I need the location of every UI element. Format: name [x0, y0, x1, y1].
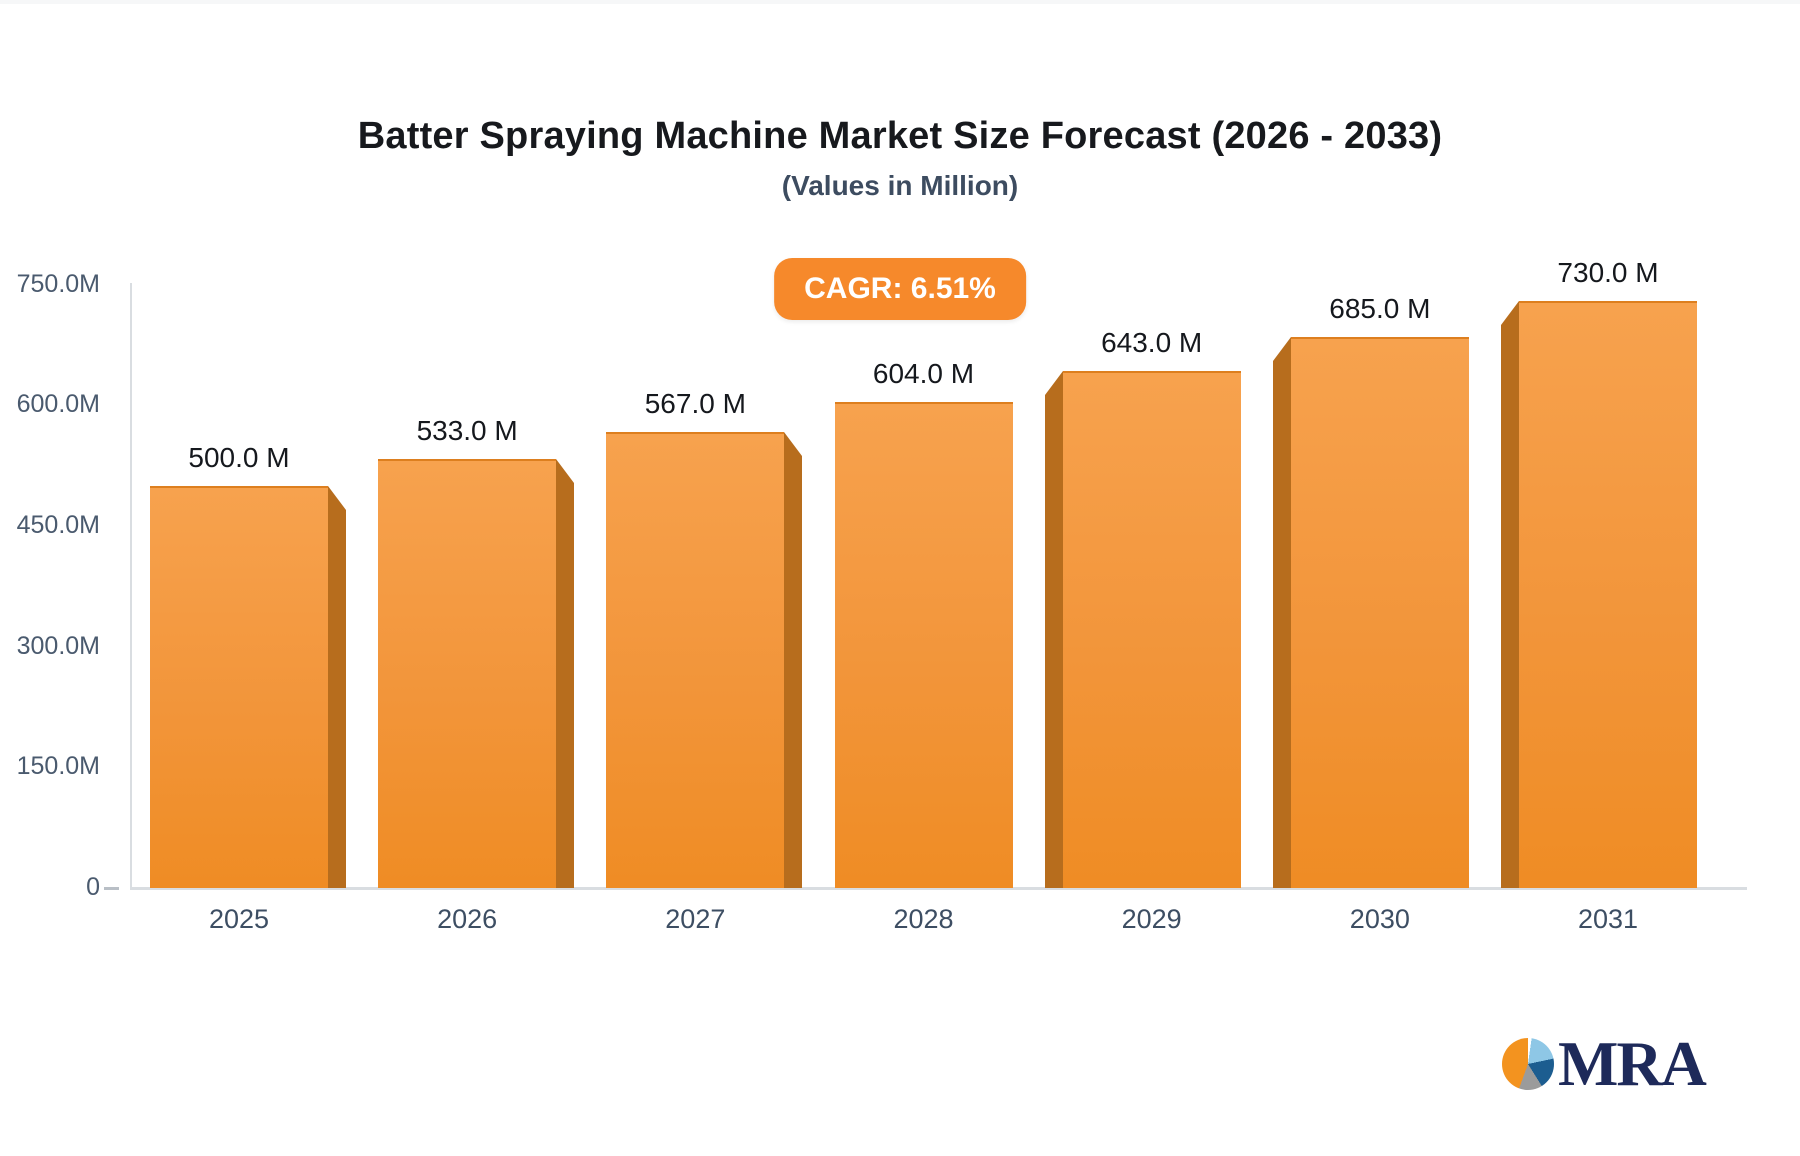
x-tick-label: 2029: [1121, 904, 1182, 934]
top-edge-divider: [0, 0, 1800, 4]
zero-tick-dash: [104, 887, 119, 890]
brand-name: MRA: [1558, 1028, 1707, 1099]
bar-value-label: 643.0 M: [1101, 327, 1203, 358]
bar-side: [784, 432, 802, 888]
x-tick-label: 2027: [665, 904, 726, 934]
bar-side: [328, 486, 346, 888]
bar-side: [1045, 371, 1063, 888]
bar-side: [1501, 301, 1519, 888]
x-tick-label: 2031: [1577, 904, 1639, 934]
x-tick-label: 2028: [893, 904, 954, 934]
x-tick-label: 2026: [437, 904, 498, 934]
chart-subtitle: (Values in Million): [781, 170, 1019, 201]
bar: [606, 432, 784, 888]
bar-side: [556, 459, 574, 888]
chart-title: Batter Spraying Machine Market Size Fore…: [357, 115, 1443, 157]
cagr-badge: CAGR: 6.51%: [774, 258, 1026, 320]
y-axis: [130, 283, 132, 888]
bar-value-label: 604.0 M: [872, 358, 975, 389]
y-tick-label: 600.0M: [16, 390, 100, 419]
brand-logo: MRA: [1502, 1028, 1707, 1099]
bar: [1063, 371, 1241, 888]
x-tick-label: 2030: [1349, 904, 1410, 934]
bar-side: [1273, 337, 1291, 888]
y-tick-label: 300.0M: [16, 631, 100, 660]
pie-chart-logo-icon: [1502, 1038, 1554, 1090]
y-tick-label: 450.0M: [16, 510, 100, 539]
x-axis: [130, 887, 1747, 890]
bar: [1519, 301, 1697, 888]
y-tick-label: 750.0M: [16, 269, 100, 298]
bar: [378, 459, 556, 888]
y-tick-label: 150.0M: [16, 752, 100, 781]
bar: [150, 486, 328, 888]
bar: [835, 402, 1013, 888]
y-tick-label: 0: [86, 873, 100, 901]
bar-value-label: 500.0 M: [188, 442, 290, 473]
bar: [1291, 337, 1469, 888]
bar-value-label: 533.0 M: [416, 415, 518, 446]
x-tick-label: 2025: [208, 904, 270, 934]
bar-value-label: 567.0 M: [644, 388, 746, 419]
bar-value-label: 685.0 M: [1329, 293, 1431, 324]
bar-value-label: 730.0 M: [1557, 257, 1659, 288]
